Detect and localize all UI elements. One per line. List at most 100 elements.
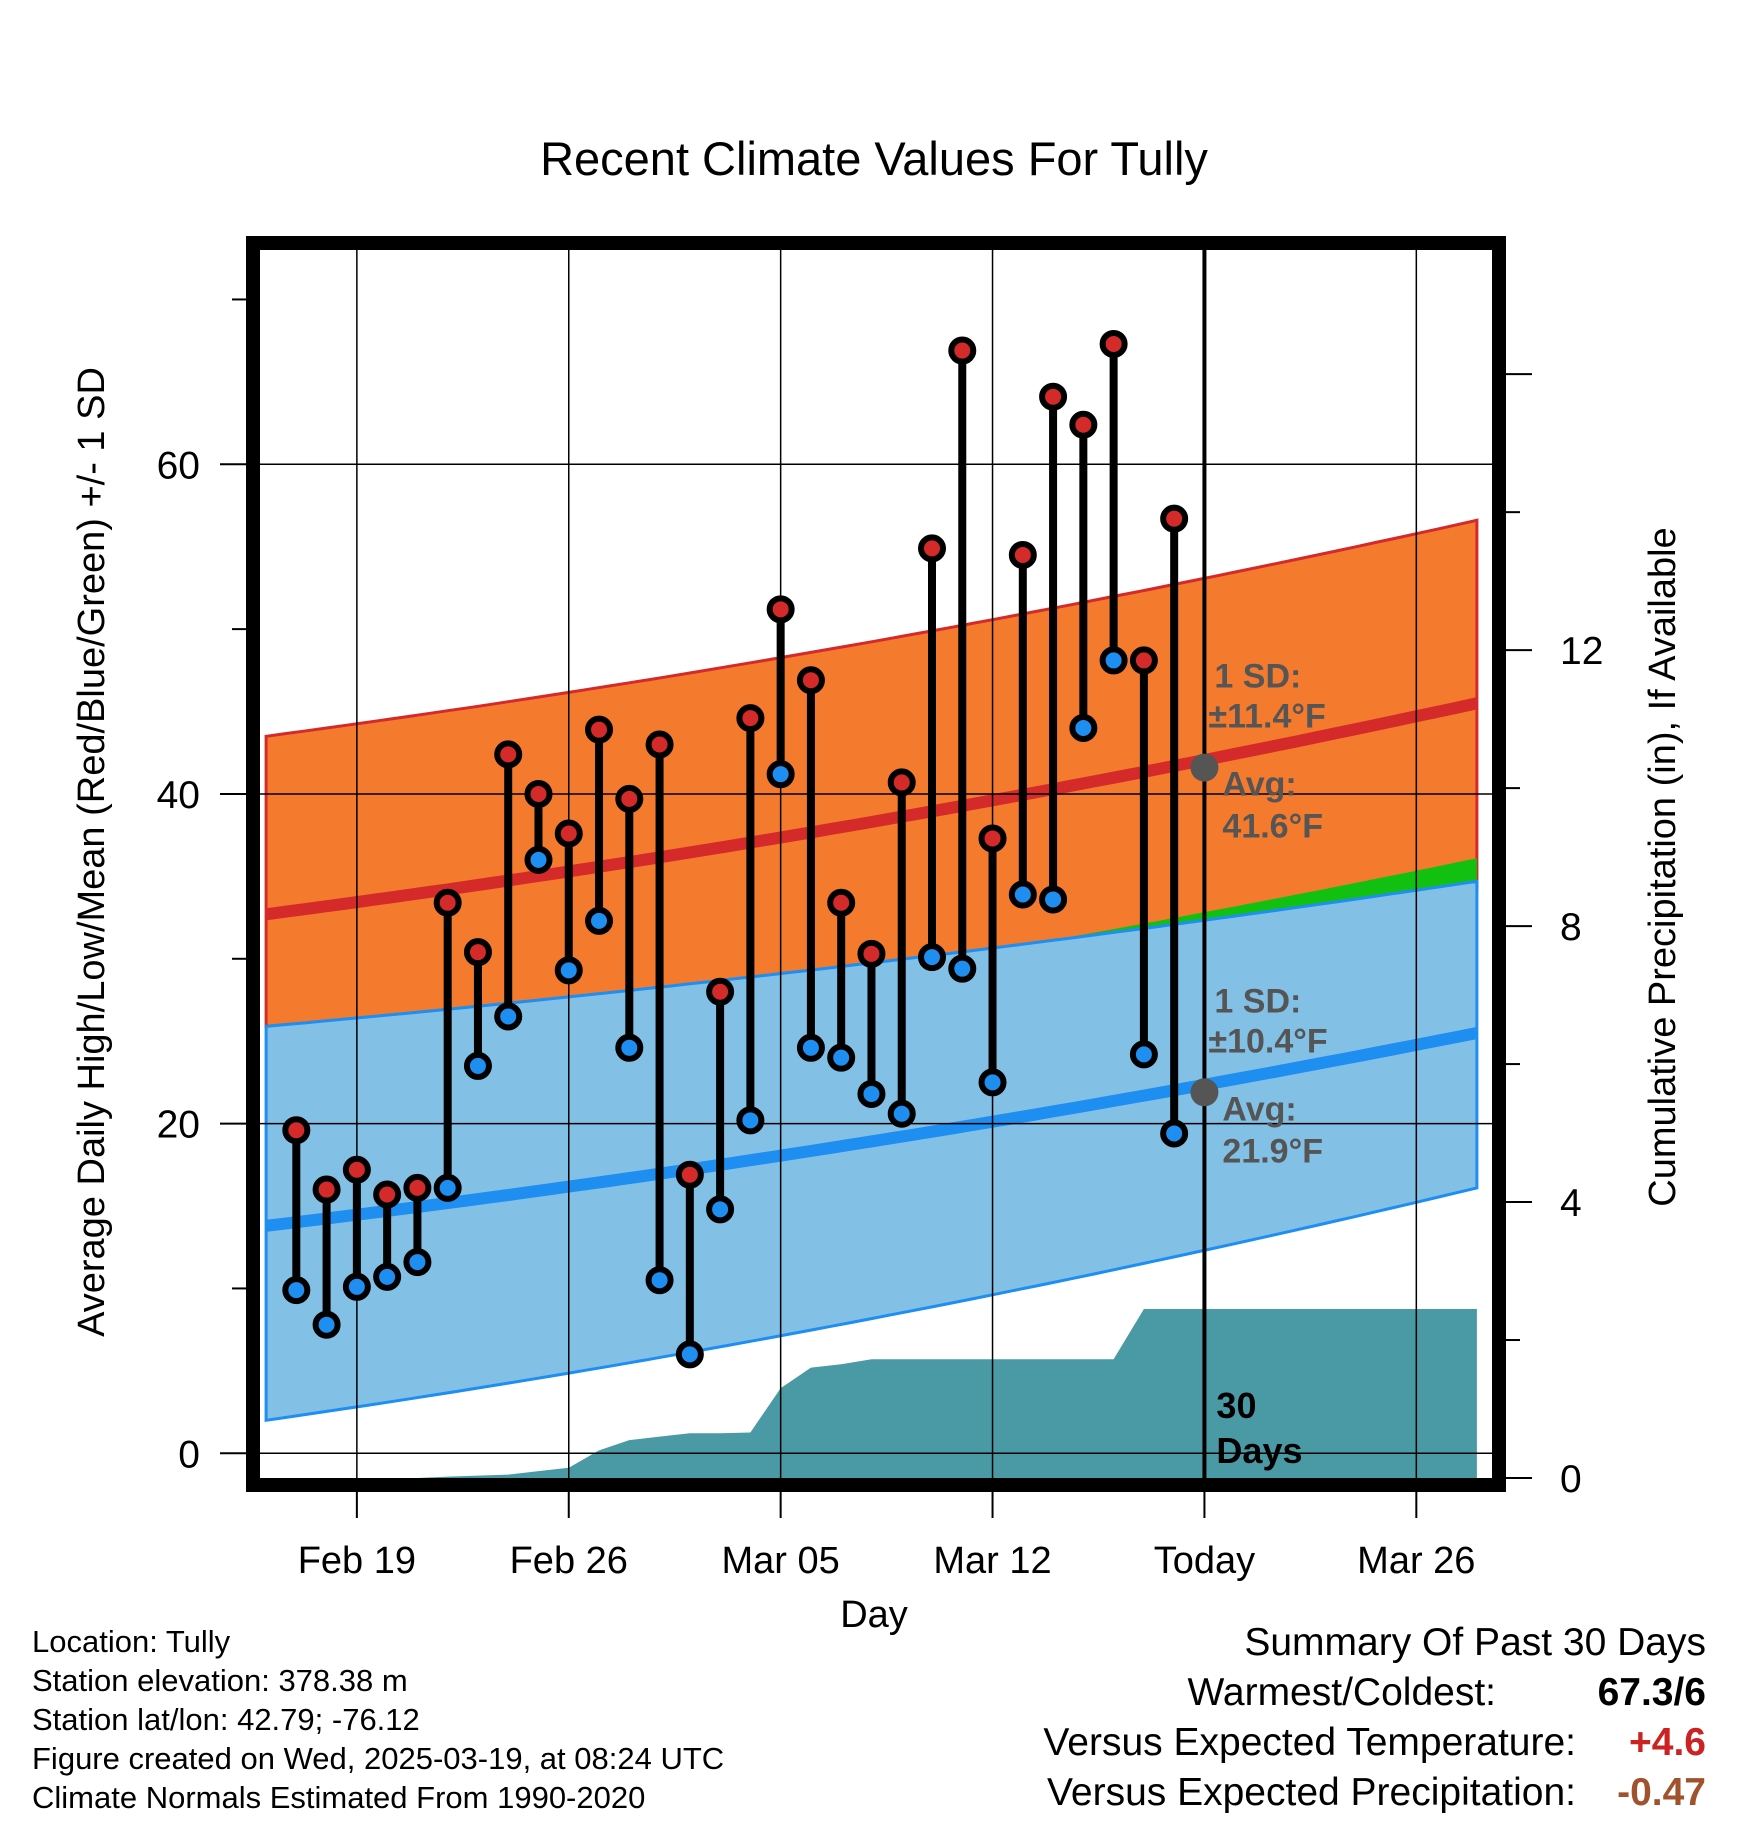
x-tick-label: Feb 26	[510, 1540, 628, 1582]
low-point	[645, 1266, 674, 1295]
elevation-text: Station elevation: 378.38 m	[32, 1663, 408, 1698]
high-point	[282, 1116, 311, 1145]
y2-tick-label: 4	[1560, 1182, 1582, 1225]
low-point	[978, 1068, 1007, 1097]
high-point	[1160, 504, 1189, 533]
high-avg-dot	[1190, 753, 1219, 782]
low-point	[796, 1033, 825, 1062]
low-point	[433, 1173, 462, 1202]
precip-vs-expected-value: -0.47	[1617, 1771, 1706, 1814]
high-point	[312, 1175, 341, 1204]
normals-text: Climate Normals Estimated From 1990-2020	[32, 1780, 646, 1815]
high-avg-label: Avg:	[1222, 766, 1296, 804]
high-point	[585, 715, 614, 744]
high-point	[342, 1155, 371, 1184]
low-point	[312, 1310, 341, 1339]
location-text: Location: Tully	[32, 1624, 231, 1659]
high-avg-line	[265, 697, 1479, 921]
low-point	[615, 1033, 644, 1062]
high-point	[857, 939, 886, 968]
summary-panel: Summary Of Past 30 Days Warmest/Coldest:…	[1043, 1618, 1706, 1818]
low-avg-dot	[1190, 1078, 1219, 1107]
high-point	[827, 888, 856, 917]
high-point	[1008, 540, 1037, 569]
y-tick-label: 20	[157, 1104, 200, 1147]
low-point	[1008, 880, 1037, 909]
x-tick-label: Mar 05	[722, 1540, 840, 1582]
high-point	[645, 730, 674, 759]
station-info: Location: Tully Station elevation: 378.3…	[32, 1622, 724, 1817]
chart-title: Recent Climate Values For Tully	[540, 132, 1208, 185]
x-tick-label: Feb 19	[298, 1540, 416, 1582]
precip-area	[417, 1309, 1477, 1478]
low-avg-line	[265, 1027, 1479, 1232]
high-point	[403, 1173, 432, 1202]
window-label-days: Days	[1216, 1430, 1302, 1471]
high-point	[433, 888, 462, 917]
y2-tick-label: 8	[1560, 906, 1582, 949]
temp-vs-expected-value: +4.6	[1629, 1721, 1706, 1764]
x-tick-label: Today	[1154, 1540, 1255, 1582]
high-point	[978, 824, 1007, 853]
high-sd-value: ±11.4°F	[1208, 698, 1325, 736]
low-point	[1039, 885, 1068, 914]
plot-frame	[246, 236, 1506, 1492]
high-sd-label: 1 SD:	[1214, 658, 1301, 696]
x-tick-label: Mar 26	[1357, 1540, 1475, 1582]
high-point	[948, 336, 977, 365]
temperature-marks	[282, 329, 1189, 1369]
low-sd-value: ±10.4°F	[1208, 1022, 1327, 1060]
y2-tick-label: 12	[1560, 630, 1603, 673]
y-tick-label: 60	[157, 444, 200, 487]
created-text: Figure created on Wed, 2025-03-19, at 08…	[32, 1741, 725, 1776]
low-avg-label: Avg:	[1222, 1090, 1296, 1128]
high-avg-value: 41.6°F	[1222, 808, 1323, 846]
temp-vs-expected-label: Versus Expected Temperature:	[1043, 1721, 1576, 1764]
low-point	[675, 1340, 704, 1369]
high-point	[887, 768, 916, 797]
low-point	[1069, 714, 1098, 743]
high-point	[615, 784, 644, 813]
plot-area	[260, 250, 1492, 1478]
low-point	[342, 1272, 371, 1301]
y2-axis-label: Cumulative Precipitation (in), If Availa…	[1642, 527, 1684, 1206]
low-point	[403, 1248, 432, 1277]
y-tick-label: 40	[157, 774, 200, 817]
low-point	[1160, 1119, 1189, 1148]
high-point	[766, 595, 795, 624]
high-point	[675, 1160, 704, 1189]
low-point	[918, 943, 946, 972]
low-point	[706, 1195, 735, 1224]
high-point	[524, 779, 553, 808]
low-point	[766, 760, 795, 789]
low-point	[494, 1002, 523, 1031]
high-point	[554, 819, 583, 848]
low-avg-value: 21.9°F	[1222, 1132, 1323, 1170]
low-point	[948, 954, 977, 983]
low-point	[857, 1079, 886, 1108]
warmest-coldest-value: 67.3/6	[1597, 1671, 1706, 1714]
high-point	[463, 938, 492, 967]
low-point	[373, 1262, 402, 1291]
low-point	[887, 1099, 916, 1128]
low-point	[554, 956, 583, 985]
summary-title: Summary Of Past 30 Days	[1244, 1621, 1706, 1664]
high-point	[373, 1180, 402, 1209]
y-tick-label: 0	[178, 1433, 200, 1476]
low-point	[1129, 1040, 1158, 1069]
high-point	[706, 977, 735, 1006]
high-point	[1039, 382, 1068, 411]
low-sd-label: 1 SD:	[1214, 982, 1301, 1020]
high-point	[796, 666, 825, 695]
high-point	[1069, 410, 1098, 439]
x-tick-label: Mar 12	[933, 1540, 1051, 1582]
precip-vs-expected-label: Versus Expected Precipitation:	[1047, 1771, 1576, 1814]
high-point	[918, 534, 946, 563]
high-point	[1099, 329, 1128, 358]
x-axis-label: Day	[840, 1594, 908, 1636]
low-point	[736, 1106, 765, 1135]
warmest-coldest-label: Warmest/Coldest:	[1187, 1671, 1496, 1714]
window-label-count: 30	[1216, 1385, 1256, 1426]
